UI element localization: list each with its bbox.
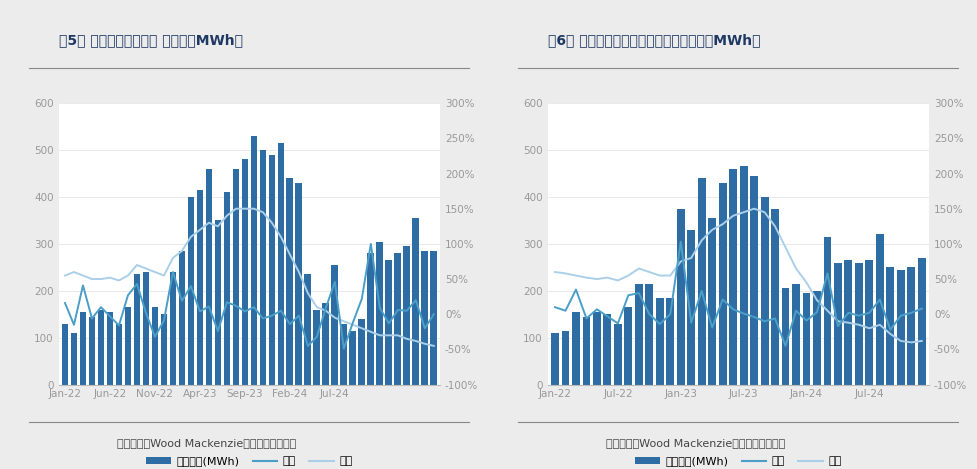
Bar (314, 310, 319, 385)
Bar (749, 176, 757, 385)
Bar (179, 251, 185, 385)
Bar (394, 253, 401, 385)
Bar (697, 178, 705, 385)
Text: 数据来源：Wood Mackenzie，东吴证券研究所: 数据来源：Wood Mackenzie，东吴证券研究所 (117, 438, 296, 448)
Bar (645, 284, 653, 385)
Bar (623, 307, 632, 385)
Text: 图6： 德国电池户用储能月度新增（单位：MWh）: 图6： 德国电池户用储能月度新增（单位：MWh） (547, 33, 759, 47)
Bar (561, 331, 569, 385)
Bar (916, 258, 925, 385)
Bar (843, 260, 852, 385)
Bar (592, 312, 600, 385)
Bar (572, 312, 579, 385)
Bar (241, 159, 248, 385)
Bar (376, 242, 383, 385)
Bar (188, 197, 194, 385)
Bar (70, 333, 77, 385)
Bar (896, 270, 904, 385)
Bar (739, 166, 746, 385)
Text: 图5： 德国储能月度新增 （单位：MWh）: 图5： 德国储能月度新增 （单位：MWh） (59, 33, 242, 47)
Bar (269, 155, 275, 385)
Bar (707, 218, 715, 385)
Bar (823, 237, 830, 385)
Bar (295, 183, 302, 385)
Bar (665, 298, 673, 385)
Bar (907, 267, 914, 385)
Bar (286, 178, 293, 385)
Bar (770, 209, 779, 385)
Bar (550, 333, 559, 385)
Bar (259, 150, 266, 385)
Bar (160, 314, 167, 385)
Bar (250, 136, 257, 385)
Bar (865, 260, 872, 385)
Bar (854, 263, 862, 385)
Bar (214, 220, 221, 385)
Bar (340, 324, 347, 385)
Bar (169, 272, 176, 385)
Bar (634, 284, 642, 385)
Bar (224, 192, 230, 385)
Bar (322, 303, 329, 385)
Bar (359, 319, 364, 385)
Bar (875, 234, 883, 385)
Bar (304, 274, 311, 385)
Bar (349, 331, 356, 385)
Text: 数据来源：Wood Mackenzie，东吴证券研究所: 数据来源：Wood Mackenzie，东吴证券研究所 (606, 438, 785, 448)
Bar (205, 169, 212, 385)
Bar (151, 307, 158, 385)
Bar (656, 298, 663, 385)
Bar (134, 274, 140, 385)
Bar (331, 265, 338, 385)
Bar (385, 260, 392, 385)
Bar (791, 284, 799, 385)
Bar (233, 169, 239, 385)
Bar (115, 324, 122, 385)
Bar (760, 197, 768, 385)
Legend: 新增容量(MWh), 环比, 同比: 新增容量(MWh), 环比, 同比 (630, 452, 845, 469)
Bar (802, 293, 810, 385)
Bar (833, 263, 841, 385)
Legend: 新增容量(MWh), 环比, 同比: 新增容量(MWh), 环比, 同比 (142, 452, 357, 469)
Bar (143, 272, 149, 385)
Bar (676, 209, 684, 385)
Bar (62, 324, 68, 385)
Bar (367, 253, 374, 385)
Bar (718, 183, 726, 385)
Bar (729, 169, 737, 385)
Bar (603, 314, 611, 385)
Bar (812, 291, 820, 385)
Bar (412, 218, 419, 385)
Bar (124, 307, 131, 385)
Bar (614, 324, 621, 385)
Bar (430, 251, 437, 385)
Bar (404, 246, 409, 385)
Bar (687, 230, 695, 385)
Bar (781, 288, 788, 385)
Bar (89, 317, 95, 385)
Bar (277, 143, 284, 385)
Bar (582, 317, 590, 385)
Bar (421, 251, 428, 385)
Bar (79, 312, 86, 385)
Bar (196, 190, 203, 385)
Bar (98, 310, 105, 385)
Bar (885, 267, 893, 385)
Bar (106, 312, 113, 385)
